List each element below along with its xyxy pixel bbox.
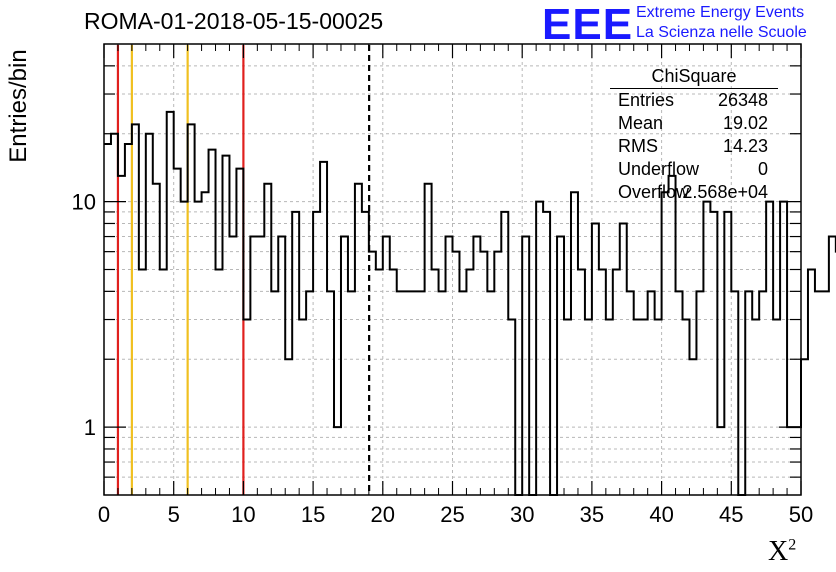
stats-row-overflow: Overflow 2.568e+04	[610, 181, 778, 204]
chart-title: ROMA-01-2018-05-15-00025	[84, 8, 384, 34]
x-tick-label: 50	[789, 502, 813, 527]
histogram-outline	[104, 110, 836, 496]
x-tick-label: 40	[649, 502, 673, 527]
x-tick-label: 5	[168, 502, 180, 527]
x-tick-label: 25	[440, 502, 464, 527]
y-tick-label: 1	[84, 415, 96, 440]
stats-row-underflow: Underflow 0	[610, 158, 778, 181]
stats-key: Mean	[618, 113, 664, 133]
stats-value: 14.23	[722, 136, 768, 156]
stats-value: 2.568e+04	[682, 182, 768, 202]
stats-key: Underflow	[618, 159, 700, 179]
stats-row-entries: Entries 26348	[610, 89, 778, 112]
y-tick-label: 10	[72, 190, 96, 215]
stats-value: 26348	[717, 90, 768, 110]
logo-caption-line2: La Scienza nelle Scuole	[636, 24, 807, 41]
axis-ticks: 0 5 10 15 20 25 30 35 40 45 50 1 10	[72, 44, 813, 527]
x-tick-label: 35	[580, 502, 604, 527]
x-tick-label: 10	[231, 502, 255, 527]
x-axis-label-text: X	[768, 536, 789, 567]
stats-box: ChiSquare Entries 26348 Mean 19.02 RMS 1…	[610, 66, 778, 204]
stats-row-rms: RMS 14.23	[610, 135, 778, 158]
x-axis-label-superscript: 2	[788, 536, 797, 554]
stats-value: 19.02	[722, 113, 768, 133]
logo-caption-line1: Extreme Energy Events	[636, 4, 805, 21]
x-tick-label: 0	[98, 502, 110, 527]
y-axis-label-wrap: Entries/bin	[4, 30, 36, 190]
stats-key: Overflow	[618, 182, 690, 202]
x-tick-label: 45	[719, 502, 743, 527]
stats-key: RMS	[618, 136, 658, 156]
x-tick-label: 30	[510, 502, 534, 527]
x-axis-label: X2	[768, 536, 796, 568]
x-tick-label: 15	[301, 502, 325, 527]
stats-value: 0	[757, 159, 768, 179]
x-tick-label: 20	[371, 502, 395, 527]
stats-title: ChiSquare	[610, 66, 778, 89]
y-axis-label: Entries/bin	[5, 49, 32, 163]
stats-key: Entries	[618, 90, 675, 110]
stats-row-mean: Mean 19.02	[610, 112, 778, 135]
eee-logo-mark: EEE	[542, 0, 634, 49]
